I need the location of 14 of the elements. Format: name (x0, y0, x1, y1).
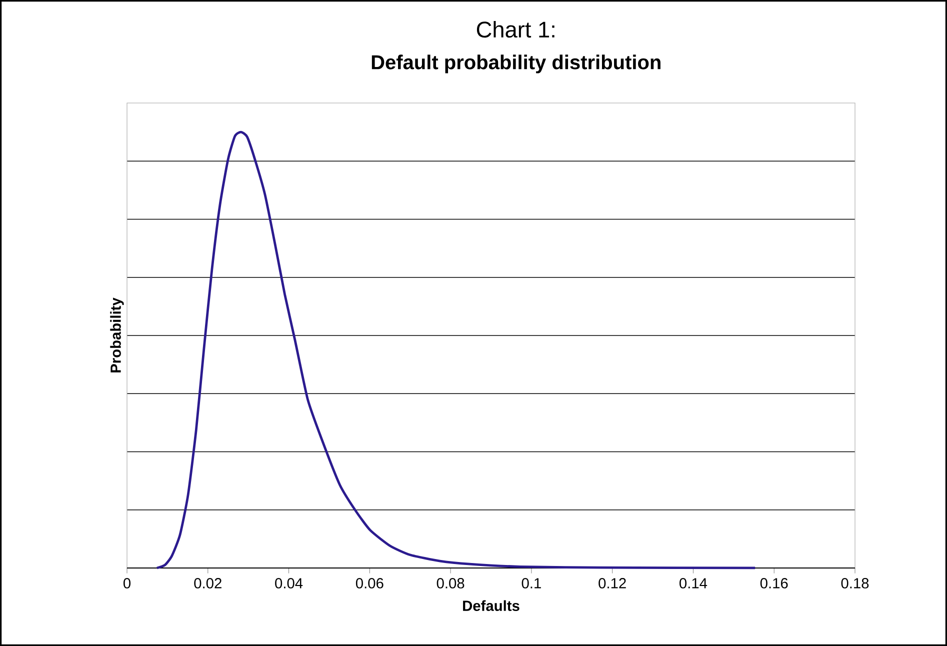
chart-title: Chart 1: (476, 21, 554, 38)
x-tick-label: 0 (123, 578, 130, 588)
x-tick-label: 0.12 (598, 578, 626, 588)
x-tick-label: 0.04 (275, 578, 303, 588)
x-tick-label: 0.14 (680, 578, 708, 588)
x-tick-label: 0.16 (760, 578, 788, 588)
x-tick-label: 0.08 (436, 578, 464, 588)
x-tick-label: 0.06 (356, 578, 384, 588)
x-tick-label: 0.1 (522, 578, 541, 588)
x-axis-title: Defaults (463, 600, 520, 612)
x-tick-label: 0.02 (194, 578, 222, 588)
y-axis-title: Probability (110, 298, 124, 372)
x-tick-label: 0.18 (841, 578, 869, 588)
chart-subtitle: Default probability distribution (372, 54, 660, 74)
